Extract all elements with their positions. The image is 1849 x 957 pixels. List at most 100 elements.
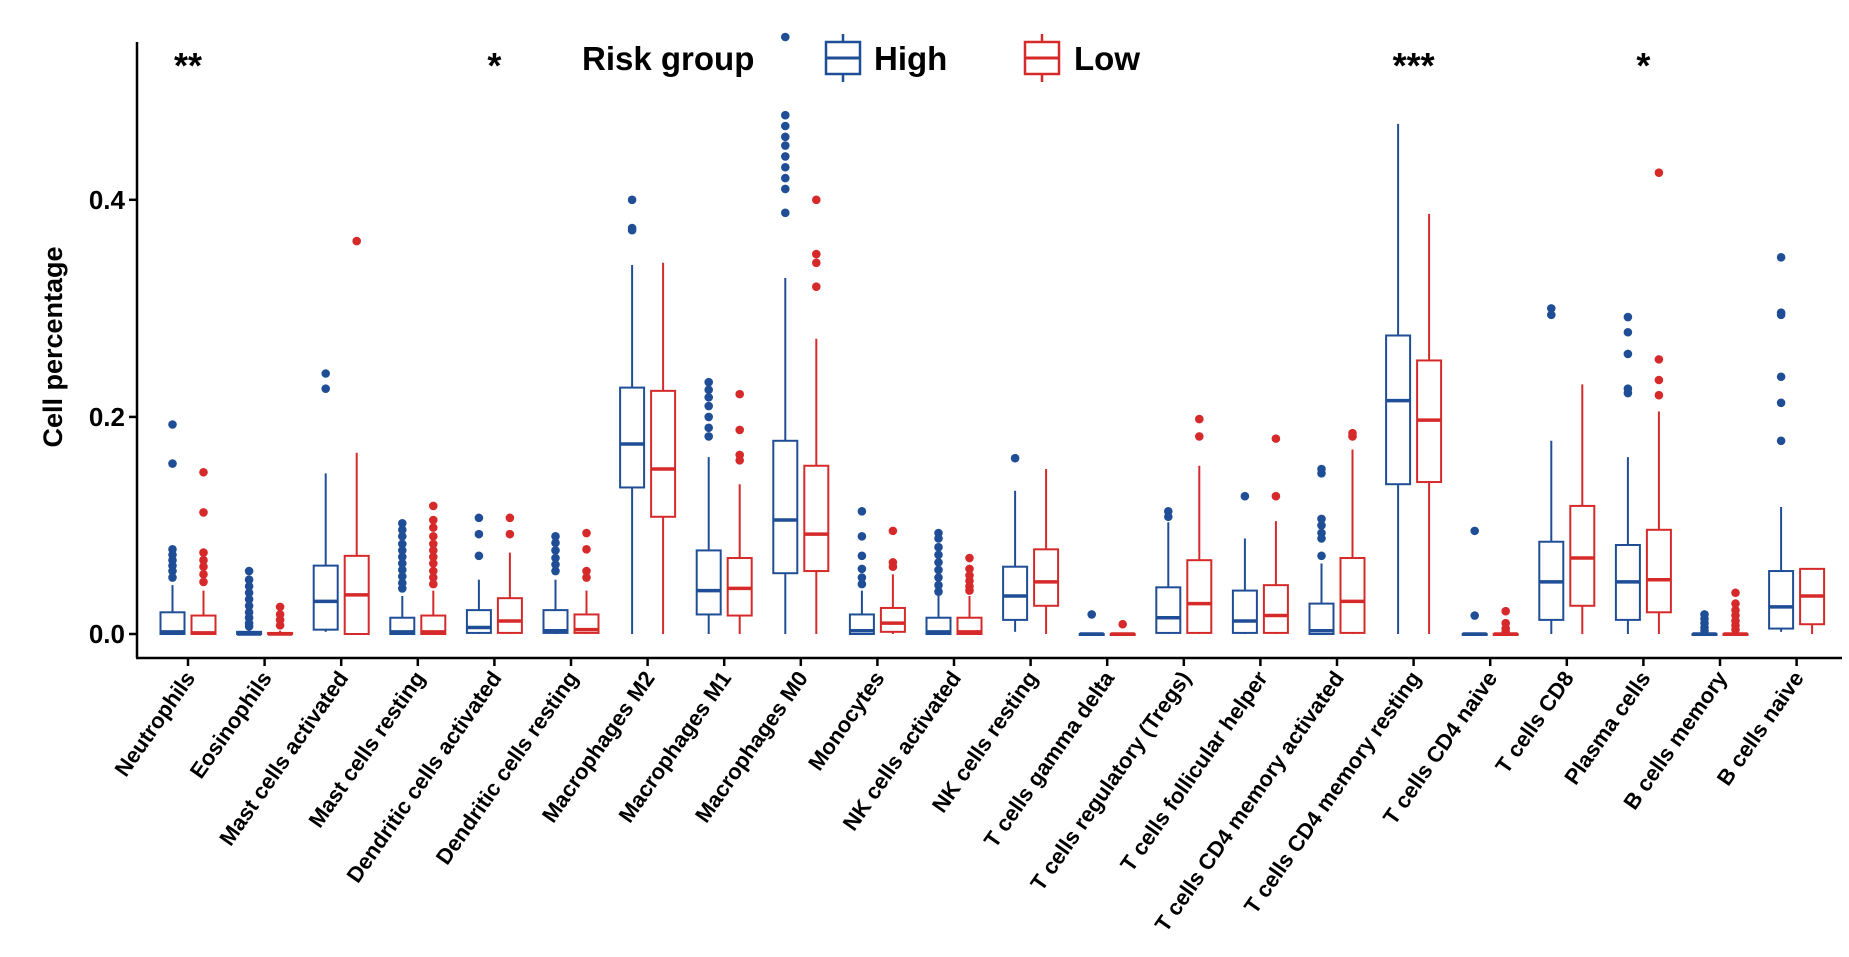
box-iqr: [496, 597, 523, 634]
significance-marker: **: [174, 45, 202, 86]
outlier-point: [1271, 434, 1281, 443]
box-high: [236, 566, 263, 636]
outlier-point: [781, 208, 790, 218]
outlier-point: [934, 542, 943, 552]
x-tick-label: Mast cells activated: [214, 667, 353, 851]
outlier-point: [965, 586, 974, 595]
outlier-point: [199, 562, 208, 572]
outlier-point: [781, 162, 790, 172]
x-tick-label: Neutrophils: [110, 667, 201, 781]
box-iqr: [772, 439, 799, 575]
outlier-point: [551, 532, 560, 541]
box-low: [573, 528, 600, 634]
outlier-point: [429, 552, 438, 562]
box-iqr: [420, 614, 447, 636]
outlier-point: [1731, 599, 1740, 608]
box-high: [1231, 491, 1258, 634]
outlier-point: [199, 508, 208, 517]
outlier-point: [551, 566, 560, 576]
box-iqr: [1645, 528, 1672, 614]
outlier-point: [704, 423, 713, 433]
outlier-point: [735, 456, 744, 465]
box-low: [1799, 567, 1826, 634]
box-high: [1538, 304, 1565, 634]
box-iqr: [1768, 570, 1795, 630]
outlier-point: [1776, 310, 1786, 320]
outlier-point: [857, 551, 867, 561]
box-iqr: [159, 611, 186, 635]
outlier-point: [352, 236, 362, 246]
series-high: [159, 32, 1795, 636]
box-low: [879, 526, 906, 634]
outlier-point: [1623, 388, 1633, 398]
box-low: [190, 467, 217, 636]
box-high: [1308, 464, 1335, 636]
outlier-point: [429, 579, 438, 589]
x-tick-label: T cells CD8: [1490, 667, 1579, 778]
outlier-point: [429, 566, 438, 576]
box-iqr: [879, 606, 906, 633]
box-iqr: [465, 609, 492, 634]
outlier-point: [474, 513, 484, 523]
outlier-point: [1547, 304, 1556, 313]
box-iqr: [803, 464, 830, 573]
legend-item-low: Low: [1023, 34, 1140, 82]
outlier-point: [781, 132, 790, 142]
box-low: [956, 553, 983, 636]
x-tick-label: T cells follicular helper: [1115, 666, 1272, 876]
outlier-point: [429, 559, 438, 568]
box-high: [389, 518, 416, 636]
box-low: [1339, 428, 1366, 634]
outlier-point: [429, 515, 438, 525]
x-tick-label: Monocytes: [803, 667, 889, 775]
y-tick-label: 0.0: [89, 619, 125, 649]
significance-marker: *: [487, 45, 501, 86]
outlier-point: [627, 225, 637, 235]
box-iqr: [1262, 584, 1289, 634]
outlier-point: [1240, 491, 1250, 501]
y-ticks: 0.0 0.2 0.4: [89, 185, 137, 649]
y-tick-label: 0.4: [89, 185, 126, 215]
outlier-point: [934, 573, 943, 582]
outlier-point: [1195, 414, 1204, 424]
outlier-point: [244, 594, 254, 604]
outlier-point: [1776, 398, 1786, 408]
box-low: [420, 501, 447, 636]
outlier-point: [812, 258, 821, 268]
outlier-point: [429, 539, 438, 549]
outlier-point: [781, 141, 790, 150]
box-high: [619, 195, 646, 634]
outlier-point: [1317, 521, 1326, 530]
outlier-point: [1654, 375, 1664, 385]
outlier-point: [1317, 534, 1326, 543]
outlier-point: [1317, 551, 1326, 561]
outlier-point: [321, 369, 331, 378]
box-low: [343, 236, 370, 636]
outlier-point: [1654, 390, 1664, 400]
box-iqr: [389, 616, 416, 636]
y-axis-title: Cell percentage: [38, 246, 68, 447]
outlier-point: [1348, 432, 1357, 441]
outlier-point: [1317, 514, 1326, 524]
outlier-point: [627, 195, 637, 205]
outlier-point: [429, 573, 438, 582]
legend-item-high: High: [824, 34, 947, 82]
outlier-point: [965, 564, 974, 574]
box-high: [1614, 312, 1641, 634]
box-low: [1186, 414, 1213, 634]
outlier-point: [704, 393, 713, 402]
outlier-point: [857, 579, 867, 589]
outlier-point: [1654, 168, 1664, 177]
outlier-point: [857, 573, 867, 582]
outlier-point: [888, 562, 898, 572]
box-iqr: [695, 549, 722, 616]
outlier-point: [582, 566, 591, 576]
box-low: [267, 602, 294, 636]
outlier-point: [1164, 512, 1173, 522]
outlier-point: [934, 550, 943, 560]
box-high: [1078, 610, 1105, 636]
significance-marker: ***: [1393, 45, 1435, 86]
outlier-point: [812, 282, 821, 291]
outlier-point: [857, 507, 867, 516]
x-tick-label: Dendritic cells activated: [342, 667, 507, 888]
